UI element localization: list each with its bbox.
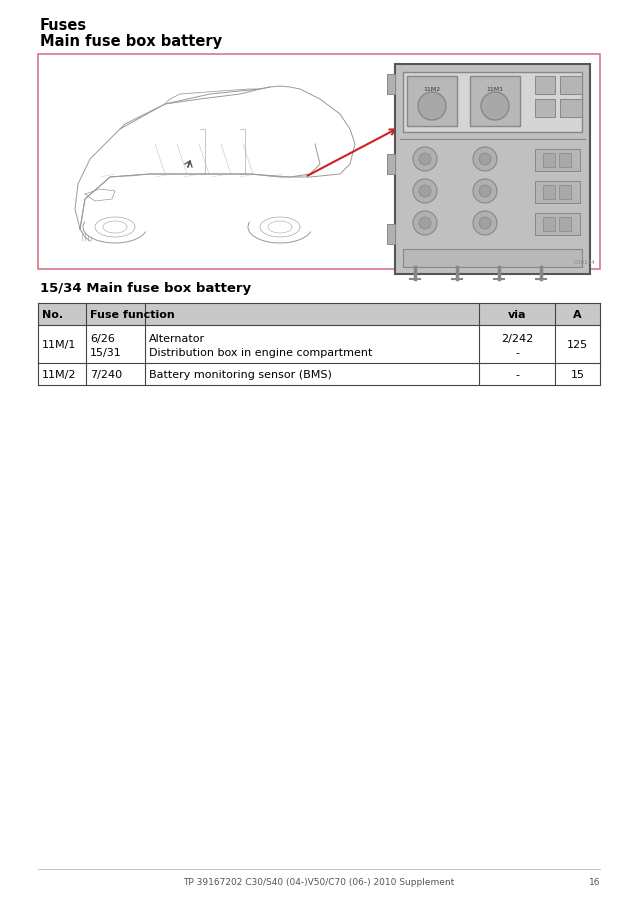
Circle shape	[419, 154, 431, 166]
Bar	[559, 186, 571, 199]
Text: Fuse function: Fuse function	[90, 309, 175, 319]
Circle shape	[479, 154, 491, 166]
Circle shape	[419, 186, 431, 198]
Bar	[535, 182, 580, 204]
Text: A: A	[573, 309, 582, 319]
Bar	[535, 150, 580, 171]
Bar	[560, 77, 582, 95]
Text: 15: 15	[570, 370, 584, 380]
Circle shape	[418, 93, 446, 121]
Bar	[543, 154, 555, 168]
Bar	[387, 75, 395, 95]
Text: 11M/1: 11M/1	[42, 340, 77, 350]
Text: 2/242: 2/242	[501, 334, 533, 344]
Bar	[38, 326, 600, 364]
Text: 16: 16	[588, 877, 600, 886]
Bar	[559, 154, 571, 168]
Circle shape	[413, 148, 437, 171]
Circle shape	[473, 179, 497, 204]
Text: Fuses: Fuses	[40, 18, 87, 33]
Bar	[535, 77, 555, 95]
Text: Main fuse box battery: Main fuse box battery	[40, 34, 222, 49]
Bar	[560, 100, 582, 118]
Text: Distribution box in engine compartment: Distribution box in engine compartment	[149, 347, 372, 357]
Text: Battery monitoring sensor (BMS): Battery monitoring sensor (BMS)	[149, 370, 332, 380]
Bar	[535, 214, 580, 235]
Circle shape	[419, 217, 431, 230]
Bar	[395, 65, 590, 275]
Bar	[407, 77, 457, 127]
Circle shape	[413, 212, 437, 235]
Circle shape	[479, 217, 491, 230]
Text: via: via	[508, 309, 526, 319]
Bar	[38, 364, 600, 385]
Text: No.: No.	[42, 309, 63, 319]
Bar	[403, 250, 582, 268]
Circle shape	[473, 148, 497, 171]
Text: -: -	[515, 347, 519, 357]
Bar	[38, 304, 600, 326]
Bar	[543, 186, 555, 199]
Circle shape	[481, 93, 509, 121]
Circle shape	[413, 179, 437, 204]
Text: 11M1: 11M1	[487, 87, 503, 92]
Text: -: -	[515, 370, 519, 380]
Bar	[403, 73, 582, 133]
Text: G36134: G36134	[574, 260, 595, 264]
Text: 15/31: 15/31	[90, 347, 121, 357]
Text: 7/240: 7/240	[90, 370, 122, 380]
Circle shape	[479, 186, 491, 198]
Circle shape	[473, 212, 497, 235]
Text: 11M2: 11M2	[424, 87, 441, 92]
Text: 125: 125	[567, 340, 588, 350]
Text: 6/26: 6/26	[90, 334, 115, 344]
Bar	[470, 77, 520, 127]
Text: TP 39167202 C30/S40 (04-)V50/C70 (06-) 2010 Supplement: TP 39167202 C30/S40 (04-)V50/C70 (06-) 2…	[183, 877, 455, 886]
Text: Alternator: Alternator	[149, 334, 205, 344]
Bar	[387, 155, 395, 175]
Bar	[543, 217, 555, 232]
Text: 15/34 Main fuse box battery: 15/34 Main fuse box battery	[40, 281, 251, 295]
Text: 11M/2: 11M/2	[42, 370, 77, 380]
Bar	[535, 100, 555, 118]
Bar	[38, 55, 600, 270]
Bar	[559, 217, 571, 232]
Bar	[387, 225, 395, 244]
